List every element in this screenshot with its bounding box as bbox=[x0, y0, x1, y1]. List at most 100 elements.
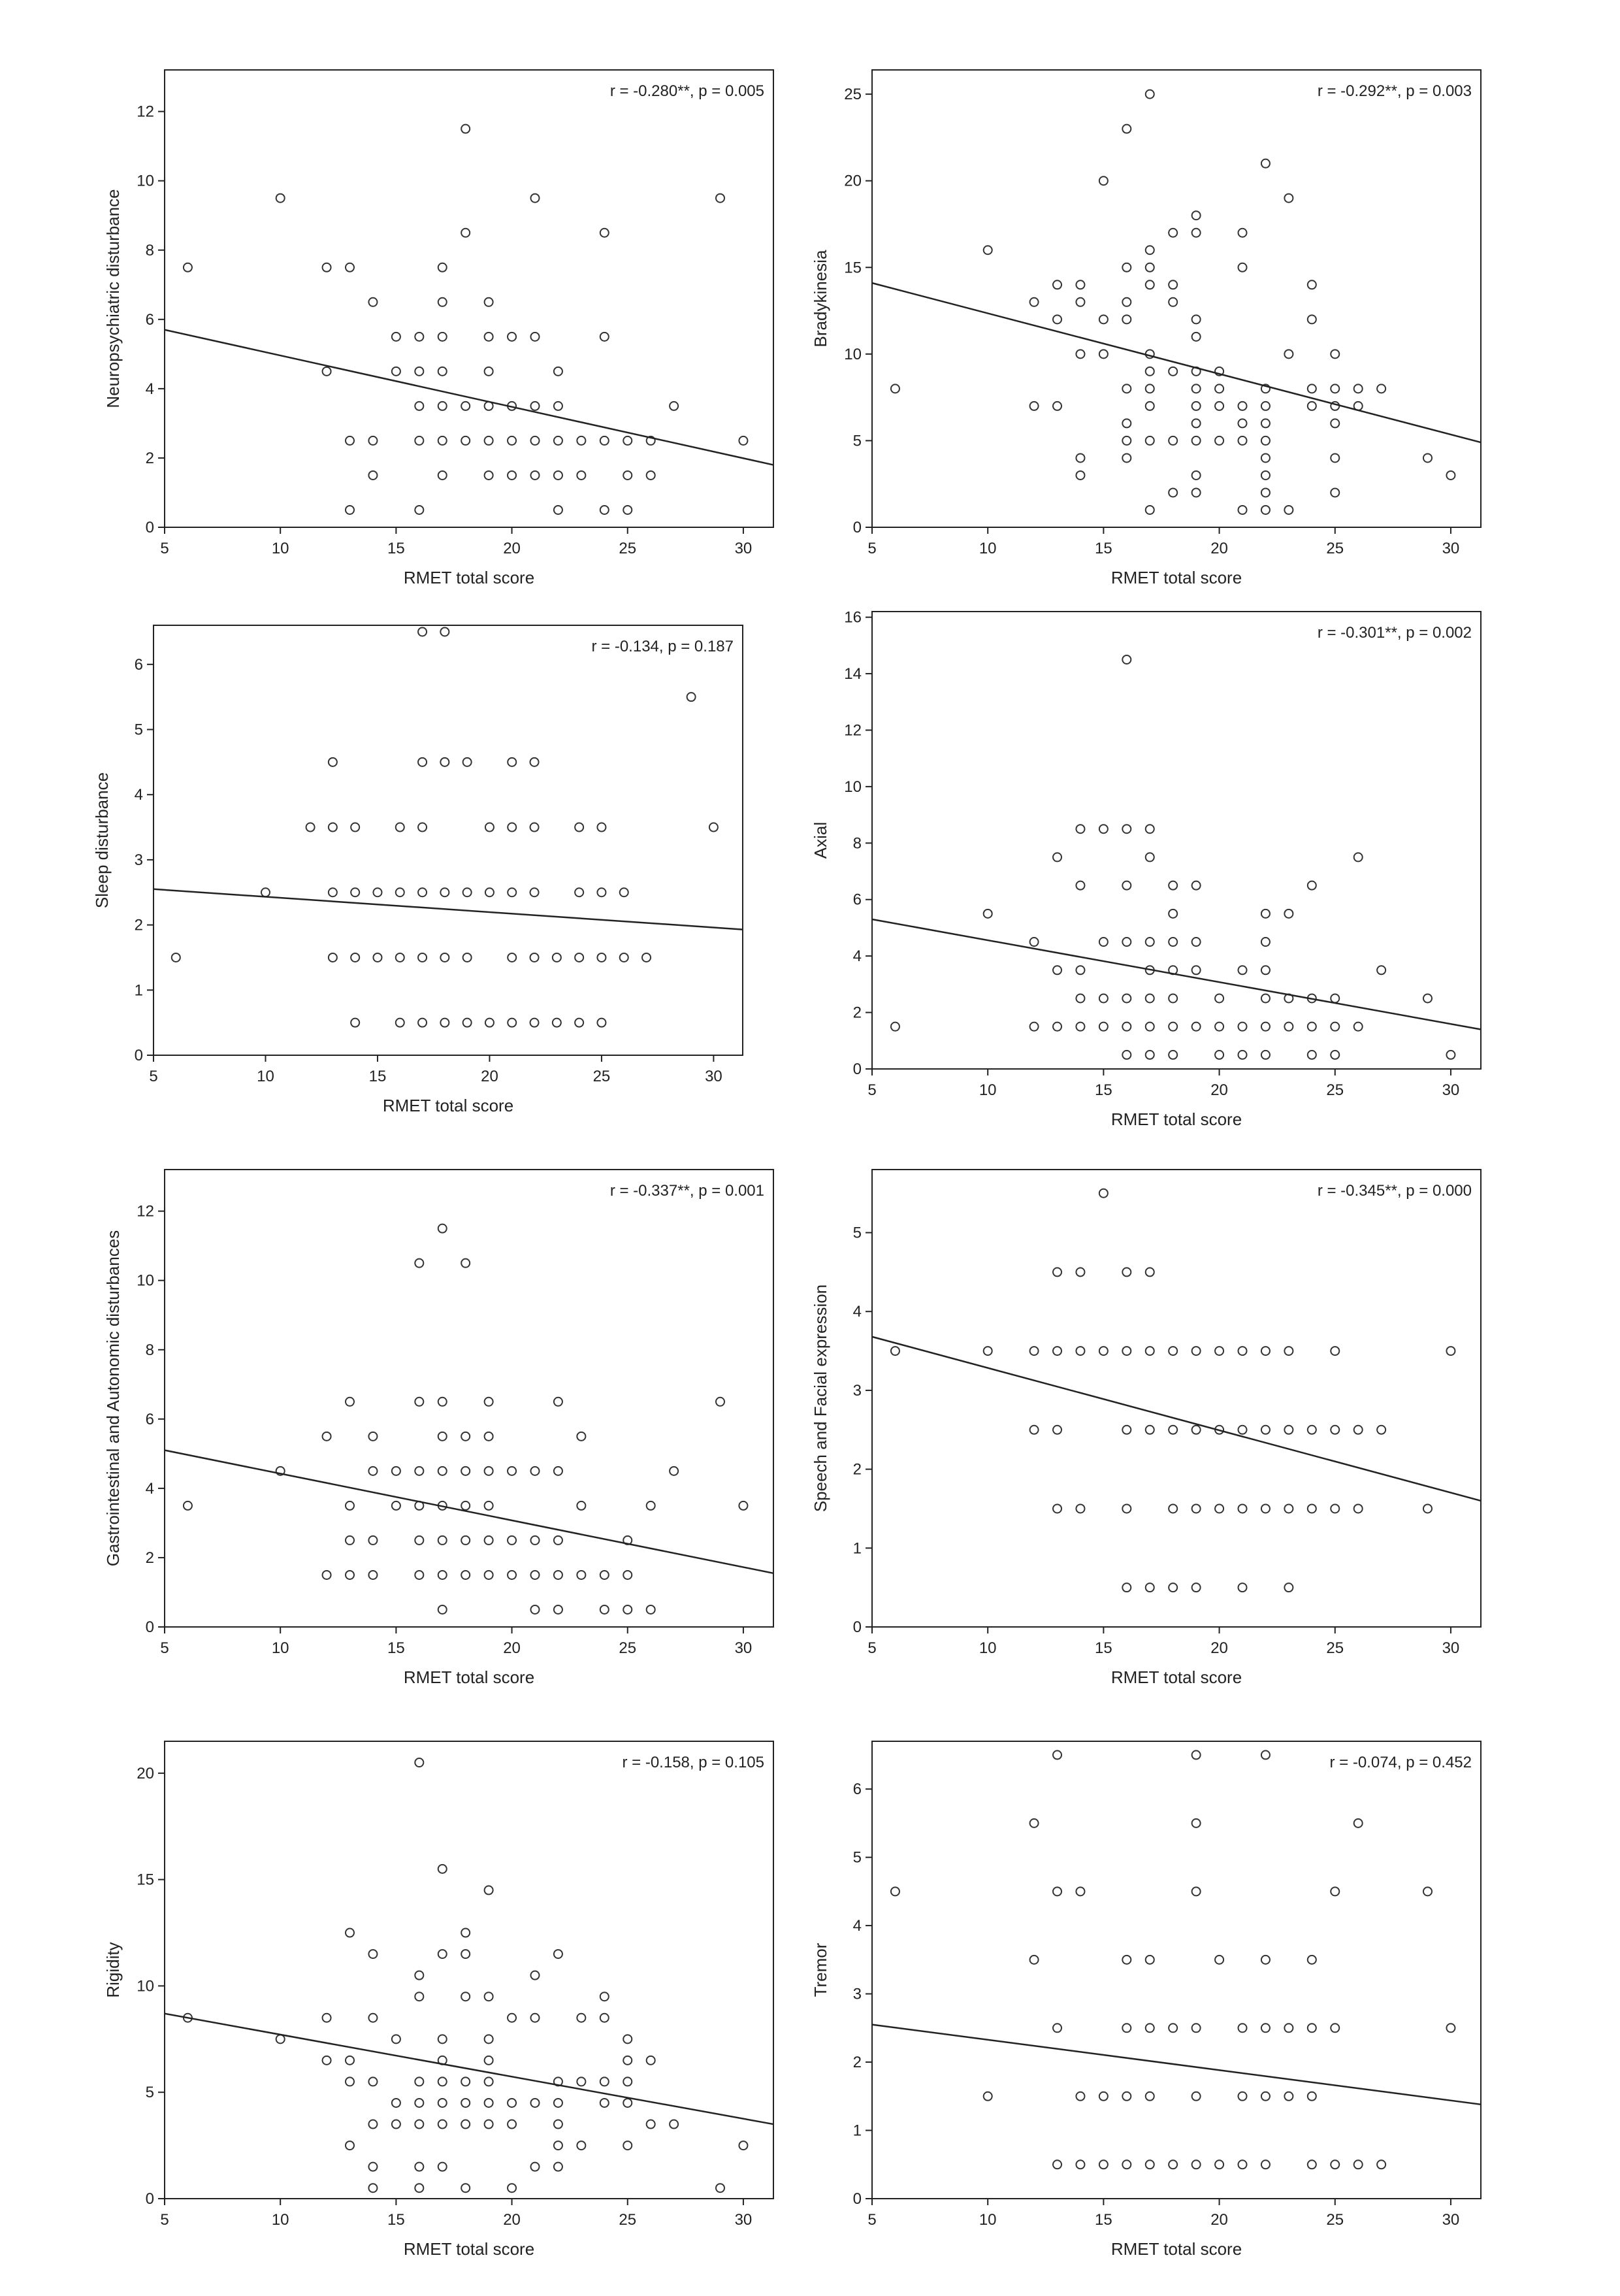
y-tick-label: 6 bbox=[853, 1780, 862, 1798]
data-point bbox=[414, 2183, 425, 2193]
plot-frame bbox=[871, 1741, 1482, 2199]
data-point bbox=[1260, 993, 1271, 1004]
y-tick-label: 16 bbox=[844, 609, 862, 627]
x-axis-label: RMET total score bbox=[383, 1096, 513, 1115]
data-point bbox=[344, 1535, 355, 1545]
y-tick-label: 12 bbox=[844, 721, 862, 739]
x-tick-label: 10 bbox=[979, 1081, 997, 1099]
data-point bbox=[414, 1758, 425, 1768]
scatter-panel-3: 5 10 15 20 25 30 0 1 2 3 4 5 6 r = -0.134, p = 0.187 R… bbox=[92, 625, 743, 1115]
data-point bbox=[1168, 487, 1178, 498]
data-point bbox=[368, 1431, 378, 1441]
data-point bbox=[982, 908, 993, 919]
data-point bbox=[483, 2119, 494, 2129]
data-point bbox=[368, 1466, 378, 1476]
x-tick-label: 15 bbox=[387, 2211, 405, 2229]
data-point bbox=[553, 435, 563, 446]
x-tick-label: 15 bbox=[387, 540, 405, 557]
x-axis-label: RMET total score bbox=[404, 1667, 534, 1687]
data-point bbox=[1098, 1021, 1109, 1032]
y-tick-label: 1 bbox=[135, 981, 143, 999]
data-point bbox=[461, 1949, 471, 1960]
data-point bbox=[414, 401, 425, 411]
y-tick-label: 1 bbox=[853, 1539, 862, 1557]
data-point bbox=[417, 887, 428, 898]
data-point bbox=[529, 757, 540, 767]
data-point bbox=[1376, 1424, 1387, 1435]
data-point bbox=[483, 470, 494, 480]
x-tick-label: 15 bbox=[387, 1639, 405, 1657]
data-point bbox=[1237, 435, 1248, 446]
data-point bbox=[483, 2097, 494, 2108]
correlation-annotation: r = -0.134, p = 0.187 bbox=[592, 638, 734, 655]
data-point bbox=[461, 123, 471, 134]
y-tick-label: 5 bbox=[853, 1224, 862, 1242]
data-point bbox=[982, 2091, 993, 2101]
data-point bbox=[461, 1431, 471, 1441]
data-point bbox=[890, 1886, 900, 1897]
x-tick-label: 20 bbox=[503, 1639, 521, 1657]
data-point bbox=[440, 887, 450, 898]
x-tick-label: 30 bbox=[1442, 540, 1460, 557]
data-point bbox=[344, 2140, 355, 2151]
data-point bbox=[1284, 2091, 1294, 2101]
data-point bbox=[1144, 1267, 1155, 1277]
data-point bbox=[1306, 314, 1317, 325]
data-point bbox=[669, 401, 679, 411]
data-point bbox=[507, 1017, 517, 1028]
data-point bbox=[1168, 1346, 1178, 1356]
data-point bbox=[574, 952, 585, 962]
data-point bbox=[437, 1431, 447, 1441]
data-point bbox=[645, 1500, 656, 1511]
data-point bbox=[1306, 1424, 1317, 1435]
data-point bbox=[1122, 2159, 1132, 2170]
data-point bbox=[1144, 89, 1155, 99]
data-point bbox=[440, 1017, 450, 1028]
data-point bbox=[1330, 349, 1340, 359]
data-point bbox=[461, 2183, 471, 2193]
x-tick-label: 10 bbox=[257, 1068, 274, 1085]
x-tick-label: 10 bbox=[979, 1639, 997, 1657]
data-point bbox=[1122, 123, 1132, 134]
data-point bbox=[1330, 1503, 1340, 1514]
y-tick-label: 6 bbox=[135, 656, 143, 674]
data-point bbox=[576, 470, 587, 480]
data-point bbox=[1330, 2159, 1340, 2170]
data-point bbox=[437, 2119, 447, 2129]
data-point bbox=[599, 1569, 609, 1580]
x-tick-label: 10 bbox=[272, 1639, 289, 1657]
data-point bbox=[530, 470, 540, 480]
data-point bbox=[1306, 1049, 1317, 1060]
data-point bbox=[1260, 158, 1271, 169]
data-point bbox=[551, 952, 562, 962]
data-point bbox=[553, 366, 563, 376]
data-point bbox=[461, 1569, 471, 1580]
data-point bbox=[437, 297, 447, 307]
y-tick-label: 0 bbox=[146, 2190, 154, 2208]
x-tick-label: 30 bbox=[705, 1068, 722, 1085]
x-axis-label: RMET total score bbox=[404, 2239, 534, 2259]
data-point bbox=[437, 470, 447, 480]
data-point bbox=[576, 1569, 587, 1580]
data-point bbox=[596, 887, 607, 898]
data-point bbox=[1029, 401, 1039, 411]
data-point bbox=[1422, 1886, 1433, 1897]
data-point bbox=[1075, 453, 1086, 463]
data-point bbox=[1029, 1954, 1039, 1965]
data-point bbox=[507, 822, 517, 832]
x-tick-label: 15 bbox=[1095, 2211, 1112, 2229]
data-point bbox=[890, 1021, 900, 1032]
data-point bbox=[1260, 1346, 1271, 1356]
data-point bbox=[391, 366, 401, 376]
data-point bbox=[507, 887, 517, 898]
data-point bbox=[1191, 418, 1201, 429]
y-tick-label: 10 bbox=[844, 778, 862, 796]
data-point bbox=[599, 2097, 609, 2108]
data-point bbox=[1330, 384, 1340, 394]
data-point bbox=[1168, 366, 1178, 376]
data-point bbox=[368, 297, 378, 307]
data-point bbox=[414, 2097, 425, 2108]
y-tick-label: 8 bbox=[146, 242, 154, 259]
